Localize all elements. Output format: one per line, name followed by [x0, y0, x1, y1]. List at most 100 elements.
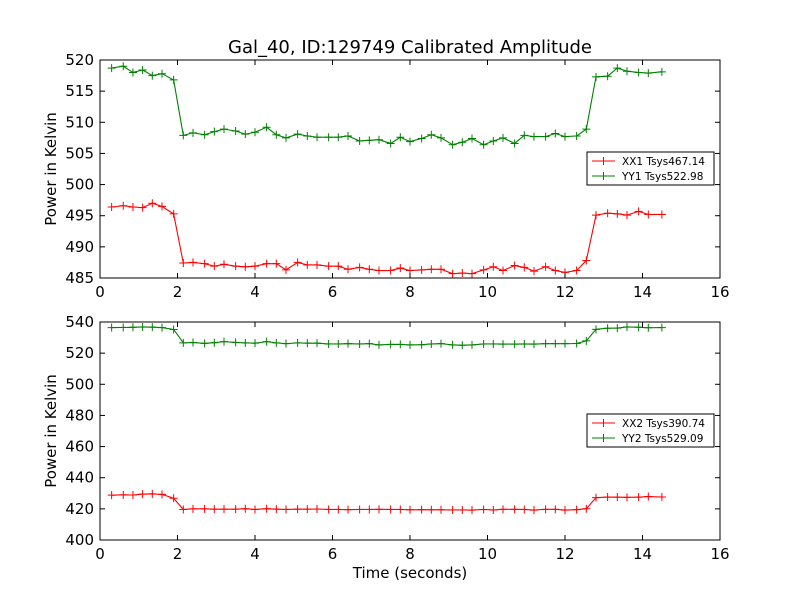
- data-point-0-0-38: [499, 266, 507, 275]
- data-point-0-1-46: [582, 125, 591, 134]
- data-point-1-1-33: [448, 340, 457, 349]
- data-point-1-1-47: [592, 325, 600, 334]
- data-point-0-1-52: [644, 69, 653, 78]
- data-point-1-1-35: [468, 340, 476, 349]
- data-point-0-1-24: [355, 136, 364, 145]
- data-point-0-1-21: [324, 133, 333, 142]
- legend-box-0: [586, 151, 715, 186]
- data-point-1-1-13: [241, 338, 250, 347]
- data-point-1-1-0: [107, 323, 116, 332]
- data-point-0-0-2: [128, 202, 137, 211]
- y-tick-label-1-1: 420: [65, 500, 94, 518]
- x-tick-label-1-1: 2: [173, 545, 183, 563]
- x-tick-label-0-1: 2: [173, 283, 183, 301]
- y-tick-label-0-6: 515: [65, 82, 94, 100]
- data-point-0-1-49: [613, 64, 622, 73]
- data-point-0-1-20: [313, 133, 321, 142]
- data-point-0-0-5: [158, 202, 166, 211]
- data-point-0-1-37: [489, 136, 498, 145]
- data-point-0-0-1: [119, 201, 128, 210]
- data-point-0-1-26: [375, 135, 383, 144]
- data-point-1-1-21: [324, 339, 333, 348]
- data-point-0-0-32: [437, 265, 445, 274]
- data-point-0-1-36: [479, 140, 488, 149]
- data-point-0-0-31: [427, 265, 436, 274]
- data-point-0-1-14: [251, 128, 259, 137]
- data-point-0-1-5: [158, 69, 166, 78]
- data-point-0-1-8: [189, 128, 197, 137]
- data-point-0-1-10: [210, 127, 219, 136]
- data-point-0-0-48: [603, 209, 612, 218]
- data-point-0-0-40: [520, 263, 529, 272]
- data-point-1-0-11: [220, 505, 228, 514]
- data-point-1-1-19: [303, 339, 312, 348]
- data-point-0-0-19: [303, 260, 312, 269]
- data-point-0-1-1: [119, 62, 128, 71]
- y-tick-label-0-7: 520: [65, 51, 94, 69]
- data-point-0-0-46: [582, 256, 591, 265]
- data-point-0-0-26: [375, 266, 383, 275]
- data-point-0-0-0: [107, 202, 116, 211]
- data-point-1-1-29: [406, 340, 414, 349]
- data-point-1-0-43: [551, 505, 560, 514]
- y-tick-label-1-3: 460: [65, 438, 94, 456]
- data-point-1-1-28: [396, 340, 405, 349]
- data-point-0-0-10: [210, 262, 219, 271]
- data-point-0-1-44: [561, 132, 569, 141]
- data-point-1-0-23: [344, 505, 352, 514]
- data-point-0-1-28: [396, 133, 405, 142]
- data-point-1-0-9: [200, 504, 209, 513]
- data-point-0-1-42: [541, 132, 550, 141]
- data-point-1-0-22: [334, 505, 343, 514]
- data-point-1-1-30: [417, 340, 426, 349]
- x-tick-label-0-8: 16: [710, 283, 729, 301]
- data-point-0-1-53: [657, 67, 666, 76]
- data-point-0-0-52: [644, 210, 653, 219]
- legend-label-0-0: XX1 Tsys467.14: [622, 156, 705, 168]
- data-point-0-1-30: [417, 134, 426, 143]
- data-point-0-1-22: [334, 133, 343, 142]
- x-tick-label-1-8: 16: [710, 545, 729, 563]
- data-point-1-1-52: [644, 323, 653, 332]
- data-point-1-1-12: [231, 338, 240, 347]
- legend-marker-0-0: [599, 157, 608, 165]
- data-point-1-0-36: [479, 505, 488, 514]
- data-point-0-1-11: [220, 125, 228, 134]
- data-point-0-1-50: [623, 67, 631, 76]
- x-axis-label: Time (seconds): [352, 564, 468, 582]
- data-point-1-0-37: [489, 505, 498, 514]
- y-tick-label-1-2: 440: [65, 469, 94, 487]
- data-point-1-0-21: [324, 505, 333, 514]
- data-point-1-1-51: [634, 323, 643, 332]
- data-point-1-0-24: [355, 505, 364, 514]
- y-axis-label-0: Power in Kelvin: [42, 112, 60, 226]
- data-point-0-0-33: [448, 269, 457, 278]
- data-point-0-0-20: [313, 260, 321, 269]
- x-tick-label-1-7: 14: [633, 545, 652, 563]
- data-point-1-1-20: [313, 339, 321, 348]
- data-point-1-1-42: [541, 339, 550, 348]
- data-point-1-1-25: [365, 339, 374, 348]
- data-point-0-0-14: [251, 262, 259, 271]
- data-point-1-0-50: [623, 493, 631, 502]
- data-point-1-1-31: [427, 339, 436, 348]
- data-point-1-1-5: [158, 323, 166, 332]
- data-point-1-1-48: [603, 324, 612, 333]
- data-point-0-1-34: [458, 138, 467, 147]
- data-point-0-0-24: [355, 263, 364, 272]
- data-point-1-1-16: [272, 338, 281, 347]
- data-point-1-0-17: [282, 505, 290, 514]
- data-point-1-1-44: [561, 339, 569, 348]
- data-point-1-0-52: [644, 492, 653, 501]
- data-point-1-0-38: [499, 505, 507, 514]
- data-point-1-1-2: [128, 323, 137, 332]
- legend-label-0-1: YY1 Tsys522.98: [621, 171, 703, 183]
- data-point-0-0-49: [613, 209, 622, 218]
- y-tick-label-0-3: 500: [65, 176, 94, 194]
- data-point-1-1-11: [220, 337, 228, 346]
- x-tick-label-1-6: 12: [555, 545, 574, 563]
- data-point-1-0-5: [158, 490, 166, 499]
- data-point-1-1-23: [344, 339, 352, 348]
- data-point-0-0-16: [272, 259, 281, 268]
- x-tick-label-0-7: 14: [633, 283, 652, 301]
